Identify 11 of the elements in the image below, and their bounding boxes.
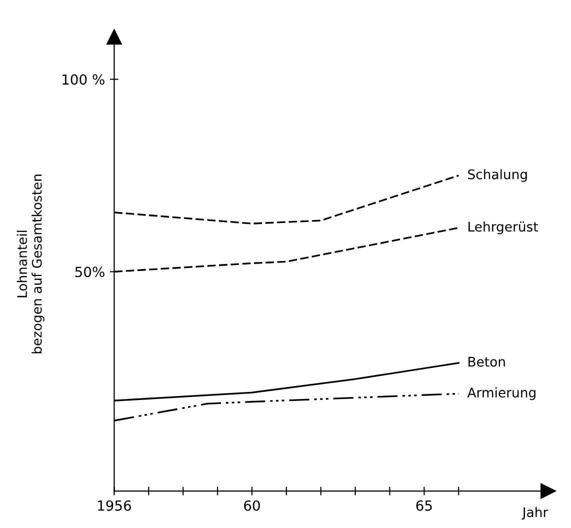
series-label: Schalung xyxy=(468,169,527,182)
x-axis-title: Jahr xyxy=(522,506,548,520)
series-label: Armierung xyxy=(467,387,536,400)
x-tick-label: 60 xyxy=(244,500,260,511)
x-tick-label: 65 xyxy=(416,500,432,511)
y-tick-label: 50% xyxy=(75,266,104,278)
series-label: Beton xyxy=(468,356,505,367)
y-axis-title: Lohnanteil bezogen auf Gesamtkosten xyxy=(16,174,44,354)
x-tick-label: 1956 xyxy=(98,500,131,511)
series-label: Lehrgerüst xyxy=(468,221,538,234)
y-tick-label: 100 % xyxy=(62,74,104,85)
